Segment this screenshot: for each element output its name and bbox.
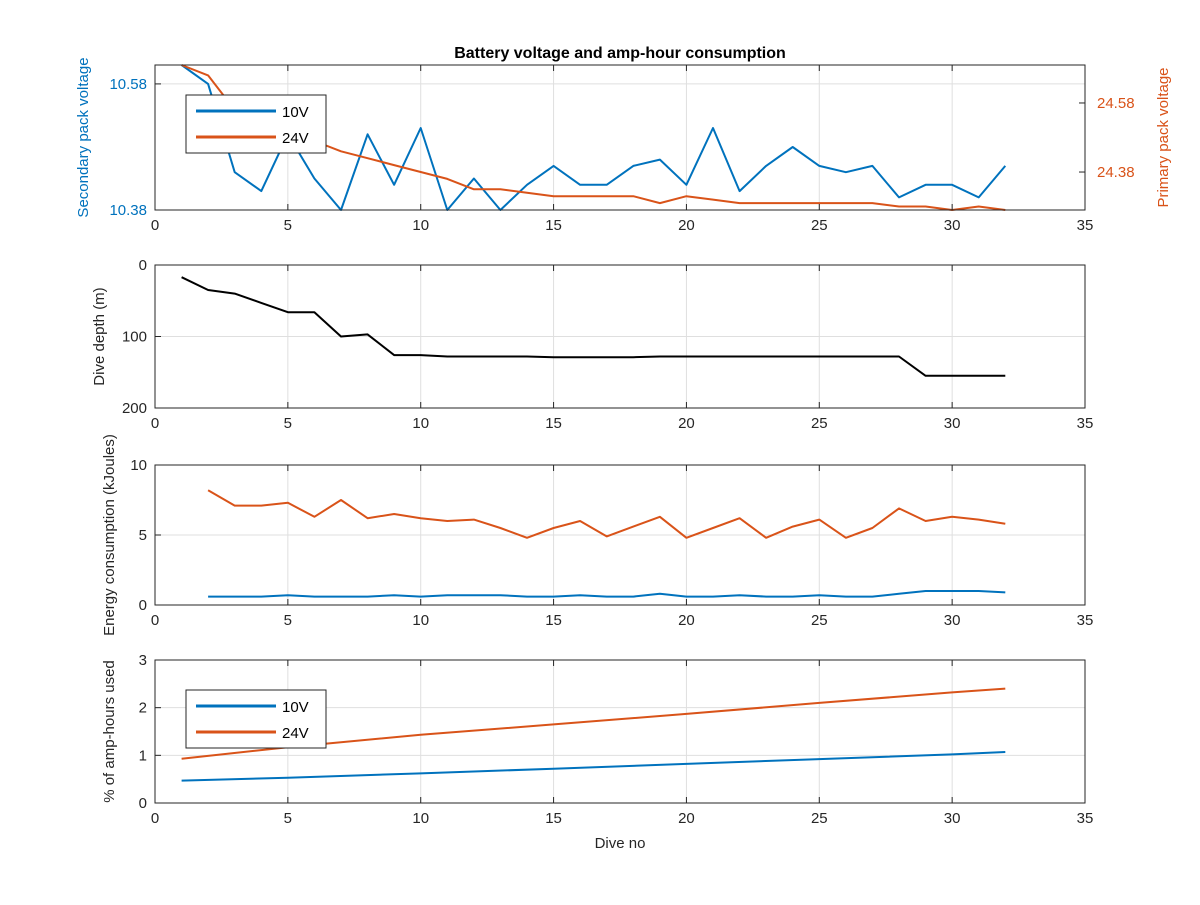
x-tick-label: 30 (944, 810, 961, 827)
y-right-tick-label: 24.58 (1097, 95, 1135, 112)
x-tick-label: 25 (811, 415, 828, 432)
subplot-1: 0 5 10 15 20 25 30 35 10.38 10.58 24.38 24.58 Batter… (75, 45, 1172, 234)
x-tick-label: 5 (284, 612, 292, 629)
x-tick-label: 20 (678, 810, 695, 827)
chart-title: Battery voltage and amp-hour consumption (454, 45, 786, 62)
y-tick-label: 0 (139, 257, 147, 274)
x-tick-label: 5 (284, 217, 292, 234)
x-tick-label: 0 (151, 810, 159, 827)
x-tick-label: 20 (678, 217, 695, 234)
subplot-4: 0 5 10 15 20 25 30 35 0 1 2 3 Dive no % of amp-hours … (101, 652, 1093, 852)
y-tick-label: 100 (122, 329, 147, 346)
x-tick-label: 15 (545, 810, 562, 827)
y-tick-label: 1 (139, 747, 147, 764)
legend: 10V 24V (185, 689, 327, 749)
x-axis-label: Dive no (595, 835, 646, 852)
y-right-tick-label: 24.38 (1097, 164, 1135, 181)
series-line-energy-24v (207, 489, 1006, 539)
x-tick-label: 10 (412, 612, 429, 629)
y-axis-label: % of amp-hours used (101, 660, 118, 803)
x-tick-label: 35 (1077, 415, 1094, 432)
x-tick-label: 5 (284, 810, 292, 827)
y-tick-label: 0 (139, 795, 147, 812)
legend-label-24v: 24V (282, 725, 309, 742)
x-tick-label: 0 (151, 612, 159, 629)
x-tick-label: 10 (412, 217, 429, 234)
x-tick-label: 15 (545, 217, 562, 234)
y-tick-label: 200 (122, 400, 147, 417)
x-tick-label: 10 (412, 415, 429, 432)
series-line-depth (181, 276, 1006, 377)
y-right-axis-label: Primary pack voltage (1155, 67, 1172, 207)
y-axis-label: Secondary pack voltage (75, 57, 92, 217)
subplot-2: 0 5 10 15 20 25 30 35 0 100 200 Dive depth (m) (91, 257, 1093, 432)
x-tick-label: 30 (944, 612, 961, 629)
series-line-10v (181, 751, 1006, 782)
x-tick-label: 30 (944, 415, 961, 432)
x-tick-label: 25 (811, 810, 828, 827)
y-tick-label: 10.58 (109, 76, 147, 93)
x-tick-label: 0 (151, 415, 159, 432)
y-tick-label: 5 (139, 527, 147, 544)
y-tick-label: 10 (130, 457, 147, 474)
x-tick-label: 0 (151, 217, 159, 234)
legend-box (185, 689, 327, 749)
y-tick-label: 10.38 (109, 202, 147, 219)
x-tick-label: 25 (811, 217, 828, 234)
x-tick-label: 15 (545, 415, 562, 432)
x-tick-label: 35 (1077, 217, 1094, 234)
x-tick-label: 30 (944, 217, 961, 234)
legend-label-24v: 24V (282, 130, 309, 147)
y-axis-label: Dive depth (m) (91, 287, 108, 385)
series-line-energy-10v (208, 590, 1006, 598)
x-tick-label: 10 (412, 810, 429, 827)
y-tick-label: 3 (139, 652, 147, 669)
series-line-10v (181, 64, 1007, 211)
x-tick-label: 35 (1077, 810, 1094, 827)
axes-box (154, 64, 1086, 211)
x-tick-label: 20 (678, 612, 695, 629)
x-tick-label: 35 (1077, 612, 1094, 629)
y-tick-label: 2 (139, 700, 147, 717)
subplot-3: 0 5 10 15 20 25 30 35 0 5 10 Energy consumption (kJ… (101, 434, 1093, 636)
x-tick-label: 15 (545, 612, 562, 629)
legend-label-10v: 10V (282, 104, 309, 121)
x-tick-label: 20 (678, 415, 695, 432)
legend-label-10v: 10V (282, 699, 309, 716)
legend: 10V 24V (185, 94, 327, 154)
y-tick-label: 0 (139, 597, 147, 614)
axes-box (154, 659, 1086, 804)
x-tick-label: 25 (811, 612, 828, 629)
x-tick-label: 5 (284, 415, 292, 432)
legend-box (185, 94, 327, 154)
y-axis-label: Energy consumption (kJoules) (101, 434, 118, 636)
